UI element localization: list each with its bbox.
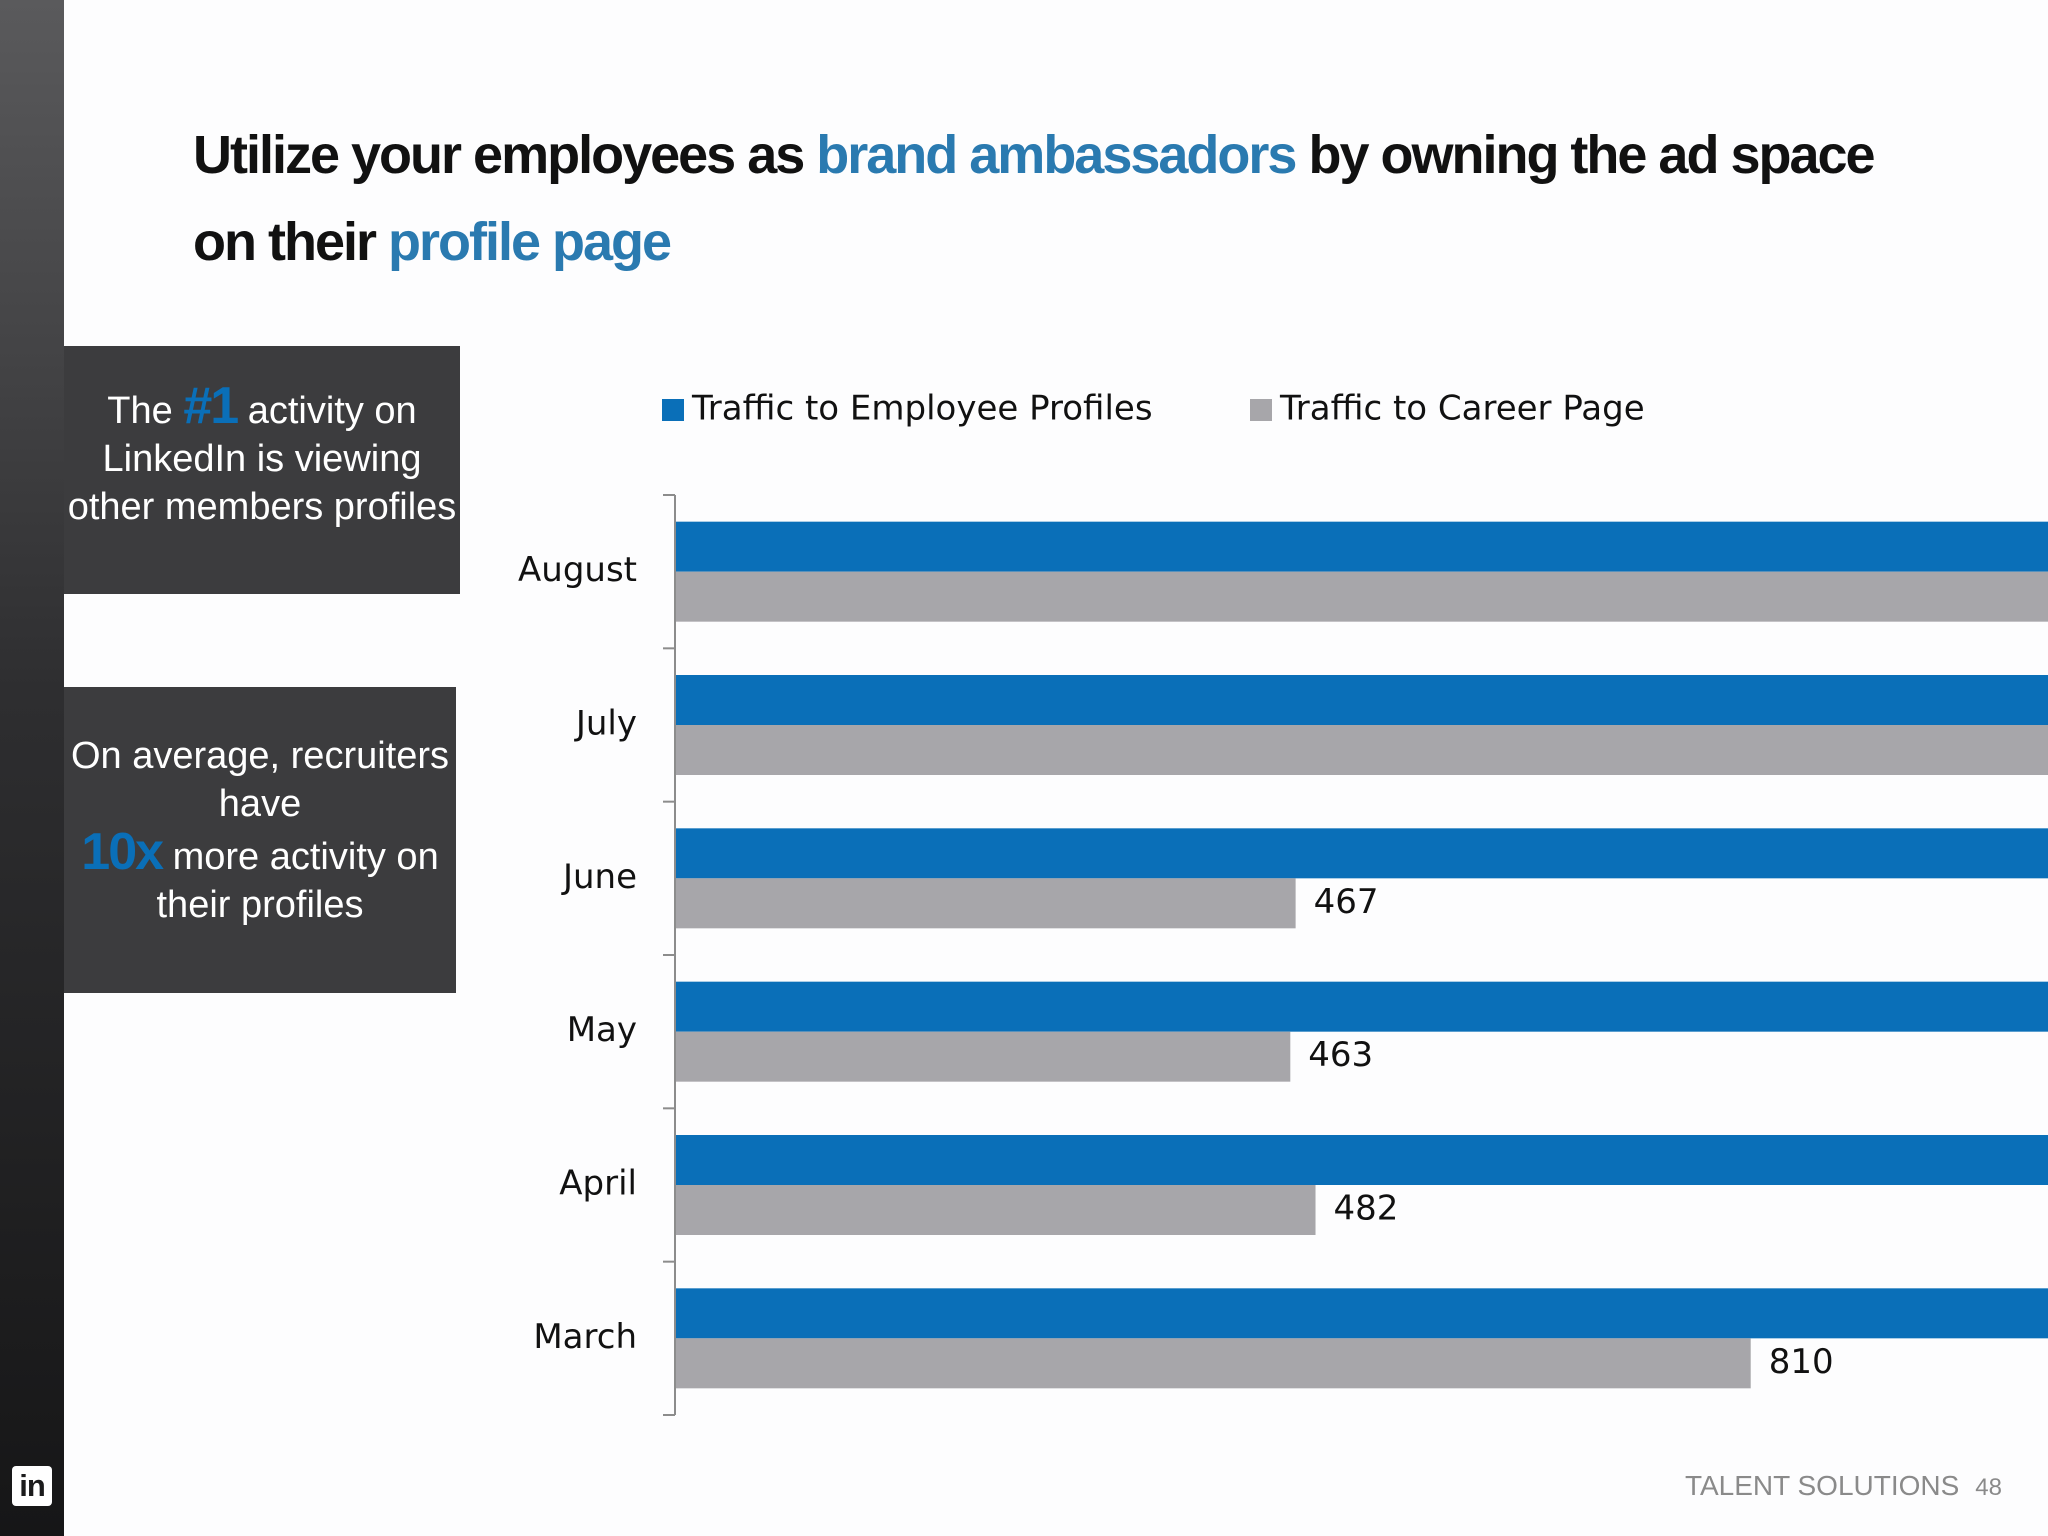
bar [676, 1031, 1291, 1082]
category-label: June [561, 857, 637, 897]
category-label: July [574, 704, 637, 744]
page-number: 48 [1975, 1474, 2002, 1501]
category-label: April [559, 1164, 637, 1204]
bar [676, 878, 1296, 929]
category-label: August [518, 550, 637, 590]
callout-text: activity on LinkedIn is viewing other me… [67, 390, 457, 528]
data-label: 467 [1314, 882, 1379, 922]
title-text: on their [193, 212, 388, 272]
slide-title: Utilize your employees as brand ambassad… [193, 112, 1993, 286]
bar [676, 675, 2048, 725]
data-label: 463 [1308, 1035, 1373, 1075]
legend-swatch [662, 399, 684, 421]
legend-label: Traffic to Employee Profiles [691, 389, 1153, 429]
bar [676, 1185, 1316, 1235]
footer-label: TALENT SOLUTIONS [1684, 1470, 1960, 1501]
bar [676, 521, 2048, 572]
category-label: March [533, 1317, 637, 1357]
callout-number-one-activity: The #1 activity on LinkedIn is viewing o… [64, 346, 460, 594]
linkedin-icon: in [12, 1466, 52, 1506]
data-label: 482 [1334, 1189, 1399, 1229]
callout-emphasis: 10x [81, 823, 164, 881]
title-highlight: profile page [388, 212, 672, 272]
callout-text: more activity on their profiles [156, 836, 439, 926]
title-text: Utilize your employees as [193, 125, 817, 185]
title-text: by owning the ad space [1295, 125, 1875, 185]
bar [676, 1135, 2048, 1185]
left-sidebar: in [0, 0, 64, 1536]
callout-recruiter-activity: On average, recruiters have 10x more act… [64, 687, 456, 993]
bar [676, 725, 2048, 775]
bar [676, 1338, 1751, 1389]
legend-swatch [1250, 399, 1272, 421]
data-label: 810 [1769, 1342, 1834, 1382]
bar [676, 981, 2048, 1032]
callout-text: The [107, 390, 184, 432]
bar [676, 1288, 2048, 1339]
footer: TALENT SOLUTIONS 48 [1685, 1470, 2002, 1502]
callout-emphasis: #1 [183, 377, 239, 435]
legend-label: Traffic to Career Page [1279, 389, 1645, 429]
category-label: May [567, 1010, 637, 1050]
callout-text: On average, recruiters have [70, 735, 450, 825]
bar [676, 571, 2048, 622]
title-highlight: brand ambassadors [816, 125, 1297, 185]
bar [676, 828, 2048, 879]
